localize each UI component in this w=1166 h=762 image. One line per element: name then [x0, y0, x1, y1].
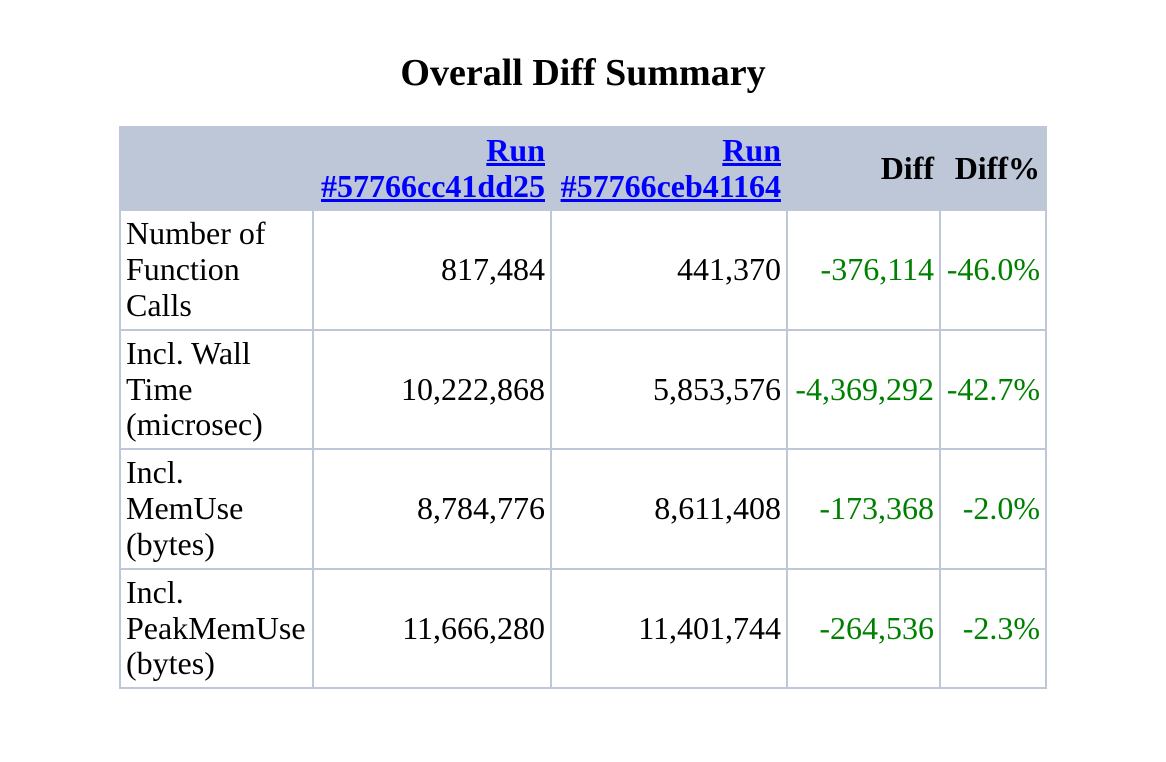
run1-column-header: Run #57766cc41dd25: [312, 125, 552, 212]
metric-label: Incl. Wall Time (microsec): [119, 328, 314, 451]
run1-link[interactable]: Run #57766cc41dd25: [321, 131, 545, 204]
diff-pct-value: -2.3%: [939, 567, 1047, 690]
run1-value: 11,666,280: [312, 567, 552, 690]
run1-value: 10,222,868: [312, 328, 552, 451]
diff-value: -4,369,292: [786, 328, 941, 451]
run1-value: 8,784,776: [312, 448, 552, 570]
table-row-incl-memuse: Incl. MemUse (bytes) 8,784,776 8,611,408…: [119, 448, 1047, 570]
run2-column-header: Run #57766ceb41164: [550, 125, 788, 212]
run2-value: 441,370: [550, 209, 788, 331]
run2-value: 8,611,408: [550, 448, 788, 570]
run2-value: 5,853,576: [550, 328, 788, 451]
metric-label: Incl. MemUse (bytes): [119, 448, 314, 570]
table-row-function-calls: Number of Function Calls 817,484 441,370…: [119, 209, 1047, 331]
header-row: Run #57766cc41dd25 Run #57766ceb41164 Di…: [119, 125, 1047, 212]
table-row-incl-wall-time: Incl. Wall Time (microsec) 10,222,868 5,…: [119, 328, 1047, 451]
metric-label: Number of Function Calls: [119, 209, 314, 331]
diffpct-column-header: Diff%: [939, 125, 1047, 212]
diff-value: -264,536: [786, 567, 941, 690]
diff-pct-value: -42.7%: [939, 328, 1047, 451]
run2-link[interactable]: Run #57766ceb41164: [560, 131, 781, 204]
page-title: Overall Diff Summary: [400, 52, 766, 94]
diff-pct-value: -2.0%: [939, 448, 1047, 570]
run2-value: 11,401,744: [550, 567, 788, 690]
overall-diff-summary-table: Run #57766cc41dd25 Run #57766ceb41164 Di…: [119, 125, 1047, 690]
metric-column-header: [119, 125, 314, 212]
diff-value: -173,368: [786, 448, 941, 570]
diff-column-header: Diff: [786, 125, 941, 212]
run1-value: 817,484: [312, 209, 552, 331]
diff-value: -376,114: [786, 209, 941, 331]
metric-label: Incl. PeakMemUse (bytes): [119, 567, 314, 690]
diff-pct-value: -46.0%: [939, 209, 1047, 331]
table-row-incl-peakmemuse: Incl. PeakMemUse (bytes) 11,666,280 11,4…: [119, 567, 1047, 690]
